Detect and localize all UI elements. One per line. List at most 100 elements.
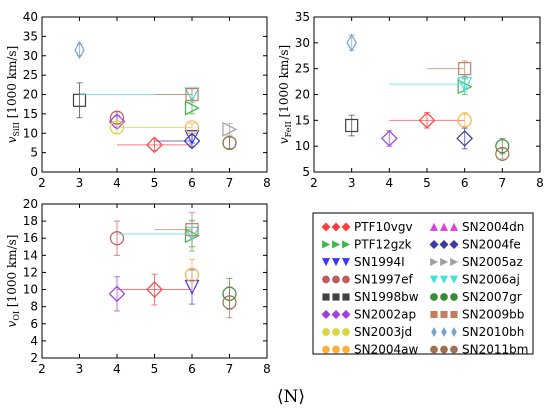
y-tick-label: 18 xyxy=(23,214,38,228)
y-tick-label: 20 xyxy=(23,197,38,211)
data-points xyxy=(108,212,237,319)
legend-marker-SN2002ap xyxy=(331,309,341,320)
marker-SN1998bw xyxy=(345,118,359,133)
legend-entry-SN2010bh: SN2010bh xyxy=(431,325,524,339)
legend-marker-PTF10vgv xyxy=(331,222,341,232)
legend-marker-SN2009bb xyxy=(440,310,448,319)
legend-label-SN2006aj: SN2006aj xyxy=(462,273,520,287)
legend-marker-SN2004dn xyxy=(449,222,459,231)
legend-marker-SN2010bh xyxy=(451,327,457,337)
legend-label-SN2007gr: SN2007gr xyxy=(462,290,522,304)
marker-SN2002ap xyxy=(380,130,398,147)
y-axis-label-subscript: OI xyxy=(12,311,21,321)
marker-PTF10vgv xyxy=(146,281,163,298)
y-tick-label: 10 xyxy=(23,126,38,140)
y-tick-label: 4 xyxy=(30,334,38,348)
x-tick-label: 4 xyxy=(113,362,121,376)
x-tick-label: 2 xyxy=(310,176,318,190)
x-tick-label: 2 xyxy=(38,362,46,376)
marker-SN2002ap xyxy=(108,285,126,303)
legend-marker-SN2007gr xyxy=(450,293,458,301)
marker-SN2009bb xyxy=(185,87,199,102)
legend-marker-PTF10vgv xyxy=(341,222,351,232)
legend-marker-SN2007gr xyxy=(430,293,438,301)
legend-marker-SN2009bb xyxy=(450,310,458,319)
point-SN2004fe xyxy=(456,127,474,150)
legend-label-SN2002ap: SN2002ap xyxy=(354,308,416,322)
point-SN2010bh xyxy=(346,33,357,53)
panel-top-right: 2 3 4 5 6 7 8 5 10 15 20 25 30 35 vFeII [1000 km/s] xyxy=(277,10,544,190)
legend-marker-SN2003jd xyxy=(342,328,350,336)
y-axis-label-subscript: FeII xyxy=(284,121,293,137)
legend-marker-SN2002ap xyxy=(321,309,331,320)
marker-SN2004fe xyxy=(456,130,474,147)
x-tick-label: 2 xyxy=(38,176,46,190)
legend-marker-SN1997ef xyxy=(342,275,350,284)
marker-SN2010bh xyxy=(346,33,357,53)
marker-SN2004aw xyxy=(184,267,200,283)
legend-marker-SN1994I xyxy=(331,258,341,267)
marker-PTF10vgv xyxy=(146,136,163,154)
legend-marker-SN2011bm xyxy=(430,345,438,354)
legend-marker-PTF12gzk xyxy=(342,240,351,249)
panel-top-left: 2 3 4 5 6 7 8 0 5 10 15 20 25 30 35 40 vSiII [1000 km/s] xyxy=(5,10,271,190)
y-tick-label: 5 xyxy=(30,146,38,160)
y-tick-label: 10 xyxy=(295,139,310,153)
y-tick-label: 12 xyxy=(23,265,38,279)
legend-marker-SN2006aj xyxy=(429,275,439,284)
legend-entry-SN2004dn: SN2004dn xyxy=(429,220,524,234)
point-SN2002ap xyxy=(108,276,126,312)
marker-SN2009bb xyxy=(185,223,199,237)
y-axis-label-units: [1000 km/s] xyxy=(277,45,291,121)
legend-marker-SN2004fe xyxy=(429,239,439,250)
y-axis-label-subscript: SiII xyxy=(12,122,21,136)
legend-label-PTF10vgv: PTF10vgv xyxy=(354,220,413,234)
marker-SN2004aw xyxy=(457,113,472,128)
legend-entry-PTF12gzk: PTF12gzk xyxy=(322,238,412,252)
legend-marker-SN1997ef xyxy=(322,275,330,284)
point-SN1998bw xyxy=(72,82,87,119)
legend-marker-SN2005az xyxy=(450,257,459,267)
legend-marker-SN2009bb xyxy=(430,310,438,319)
point-SN1998bw xyxy=(345,114,359,137)
legend-marker-SN2010bh xyxy=(441,327,447,337)
point-SN2004aw xyxy=(184,259,200,291)
legend-entry-SN2009bb: SN2009bb xyxy=(430,308,524,322)
legend-entry-PTF10vgv: PTF10vgv xyxy=(321,220,413,234)
marker-SN2005az xyxy=(222,121,238,137)
legend-marker-SN2011bm xyxy=(450,345,458,354)
legend-entry-SN2005az: SN2005az xyxy=(430,255,523,269)
point-SN2009bb xyxy=(427,60,472,77)
legend-entry-SN2011bm: SN2011bm xyxy=(430,343,528,357)
marker-SN2006aj xyxy=(457,77,473,93)
point-SN2006aj xyxy=(389,75,473,93)
y-tick-label: 35 xyxy=(23,29,38,43)
point-SN2002ap xyxy=(380,130,398,147)
x-tick-label: 4 xyxy=(113,176,121,190)
marker-SN2004fe xyxy=(183,132,201,150)
x-tick-label: 5 xyxy=(151,362,159,376)
legend-marker-SN2004aw xyxy=(332,345,340,354)
legend-entry-SN2004aw: SN2004aw xyxy=(322,343,418,357)
marker-SN1997ef xyxy=(109,231,125,246)
legend-entry-SN2004fe: SN2004fe xyxy=(429,238,521,252)
legend-label-SN2009bb: SN2009bb xyxy=(462,308,524,322)
legend-label-SN1994I: SN1994I xyxy=(354,255,405,269)
x-tick-label: 5 xyxy=(423,176,431,190)
point-SN2011bm xyxy=(495,146,510,162)
legend-label-SN2003jd: SN2003jd xyxy=(354,325,412,339)
y-tick-label: 14 xyxy=(23,248,38,262)
legend-marker-SN2004fe xyxy=(449,239,459,250)
point-SN2009bb xyxy=(154,87,199,102)
data-points xyxy=(345,33,510,162)
x-tick-label: 8 xyxy=(263,176,271,190)
marker-PTF12gzk xyxy=(184,100,200,116)
point-PTF10vgv xyxy=(117,136,192,154)
marker-SN2011bm xyxy=(222,135,237,151)
y-tick-label: 15 xyxy=(23,107,38,121)
point-PTF12gzk xyxy=(184,100,200,116)
point-SN2011bm xyxy=(222,286,237,319)
legend-marker-PTF12gzk xyxy=(322,240,331,249)
legend-marker-SN2004dn xyxy=(439,222,449,231)
